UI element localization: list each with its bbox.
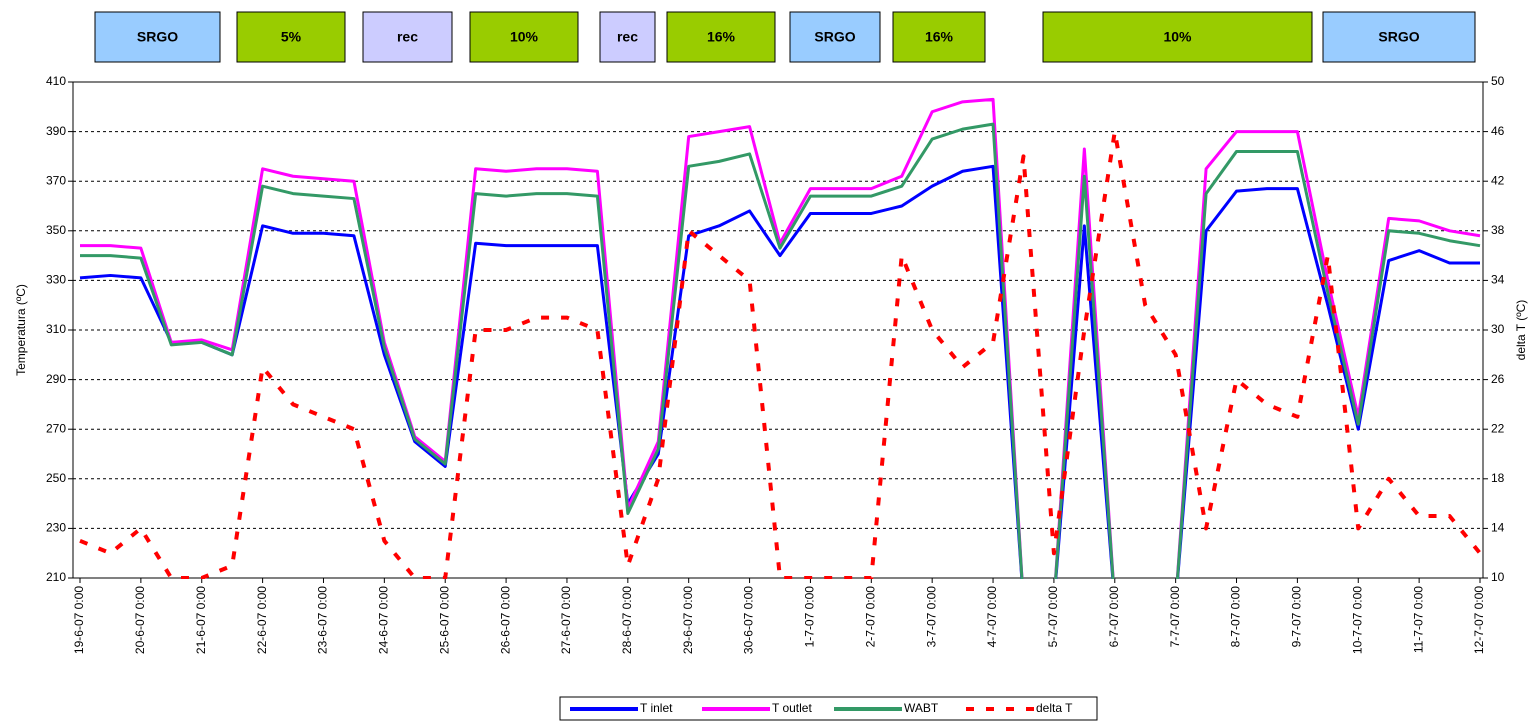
- annotation-rect: [469, 11, 579, 63]
- plot-area: [79, 97, 1482, 579]
- annotation-label: 10%: [510, 29, 539, 45]
- x-tick-label: 23-6-07 0:00: [316, 586, 330, 654]
- annotation-rect: [599, 11, 656, 63]
- annotation-label: SRGO: [814, 29, 855, 45]
- y2-tick-label: 18: [1491, 471, 1505, 485]
- y-tick-label: 290: [46, 372, 66, 386]
- y2-tick-label: 38: [1491, 223, 1505, 237]
- annotation-rect: [362, 11, 453, 63]
- x-tick-label: 30-6-07 0:00: [742, 586, 756, 654]
- y-tick-label: 250: [46, 471, 66, 485]
- annotation-box: SRGO: [1322, 11, 1476, 63]
- y-axis-title: Temperatura (ºC): [14, 284, 28, 376]
- x-tick-label: 26-6-07 0:00: [498, 586, 512, 654]
- annotation-label: SRGO: [137, 29, 178, 45]
- y2-tick-label: 42: [1491, 173, 1505, 187]
- y2-axis-title: delta T (ºC): [1514, 300, 1528, 361]
- annotation-box: 5%: [236, 11, 346, 63]
- annotation-box: 16%: [666, 11, 776, 63]
- annotation-label: 16%: [707, 29, 736, 45]
- legend-frame: [559, 696, 1098, 721]
- annotation-rect: [236, 11, 346, 63]
- annotation-rect: [1322, 11, 1476, 63]
- annotation-box: 16%: [892, 11, 986, 63]
- series-line: [80, 97, 1481, 579]
- y-tick-label: 310: [46, 322, 66, 336]
- y2-tick-label: 26: [1491, 372, 1505, 386]
- annotation-label: rec: [397, 29, 418, 45]
- annotation-box: SRGO: [789, 11, 881, 63]
- annotation-box: 10%: [469, 11, 579, 63]
- legend-label: delta T: [1036, 701, 1073, 715]
- series-line: [79, 164, 1480, 579]
- annotation-label: 16%: [925, 29, 954, 45]
- annotation-rect: [94, 11, 221, 63]
- x-tick-label: 10-7-07 0:00: [1350, 586, 1364, 654]
- y2-tick-label: 14: [1491, 521, 1505, 535]
- annotation-rect: [666, 11, 776, 63]
- y-tick-label: 390: [46, 124, 66, 138]
- x-tick-label: 22-6-07 0:00: [255, 586, 269, 654]
- x-tick-label: 20-6-07 0:00: [133, 586, 147, 654]
- annotation-label: SRGO: [1378, 29, 1419, 45]
- series-line: [79, 129, 1482, 579]
- annotation-rect: [1042, 11, 1313, 63]
- annotation-label: 10%: [1163, 29, 1192, 45]
- annotation-box: 10%: [1042, 11, 1313, 63]
- x-tick-label: 6-7-07 0:00: [1107, 586, 1121, 648]
- annotation-label: 5%: [281, 29, 302, 45]
- annotation-box: rec: [362, 11, 453, 63]
- y-tick-label: 350: [46, 223, 66, 237]
- x-tick-label: 1-7-07 0:00: [803, 586, 817, 648]
- x-tick-label: 27-6-07 0:00: [559, 586, 573, 654]
- x-tick-label: 8-7-07 0:00: [1229, 586, 1243, 648]
- x-tick-label: 7-7-07 0:00: [1168, 586, 1182, 648]
- annotation-box: rec: [599, 11, 656, 63]
- y-tick-label: 330: [46, 273, 66, 287]
- x-tick-label: 9-7-07 0:00: [1290, 586, 1304, 648]
- y-tick-label: 270: [46, 421, 66, 435]
- x-tick-label: 25-6-07 0:00: [437, 586, 451, 654]
- x-tick-label: 29-6-07 0:00: [681, 586, 695, 654]
- legend-label: WABT: [904, 701, 939, 715]
- legend-label: T outlet: [772, 701, 812, 715]
- y2-tick-label: 22: [1491, 421, 1505, 435]
- annotation-rect: [789, 11, 881, 63]
- annotation-rect: [892, 11, 986, 63]
- legend: T inlet T outlet WABT delta T: [559, 696, 1098, 721]
- x-tick-label: 2-7-07 0:00: [863, 586, 877, 648]
- y2-tick-label: 30: [1491, 322, 1505, 336]
- plot-frame: [72, 81, 1484, 579]
- x-tick-label: 11-7-07 0:00: [1411, 586, 1425, 653]
- y-tick-label: 410: [46, 74, 66, 88]
- x-tick-label: 4-7-07 0:00: [985, 586, 999, 648]
- y2-tick-label: 10: [1491, 570, 1505, 584]
- x-tick-label: 3-7-07 0:00: [924, 586, 938, 648]
- annotation-label: rec: [617, 29, 638, 45]
- y-tick-label: 230: [46, 521, 66, 535]
- x-tick-label: 24-6-07 0:00: [377, 586, 391, 654]
- x-tick-label: 19-6-07 0:00: [72, 586, 86, 654]
- x-tick-label: 21-6-07 0:00: [194, 586, 208, 654]
- x-tick-label: 5-7-07 0:00: [1046, 586, 1060, 648]
- x-tick-label: 12-7-07 0:00: [1472, 586, 1486, 654]
- annotation-box: SRGO: [94, 11, 221, 63]
- y2-tick-label: 50: [1491, 74, 1505, 88]
- legend-label: T inlet: [640, 701, 673, 715]
- y2-tick-label: 34: [1491, 273, 1505, 287]
- x-tick-label: 28-6-07 0:00: [620, 586, 634, 654]
- y2-tick-label: 46: [1491, 124, 1505, 138]
- series-line: [80, 122, 1481, 579]
- y-tick-label: 210: [46, 570, 66, 584]
- y-tick-label: 370: [46, 173, 66, 187]
